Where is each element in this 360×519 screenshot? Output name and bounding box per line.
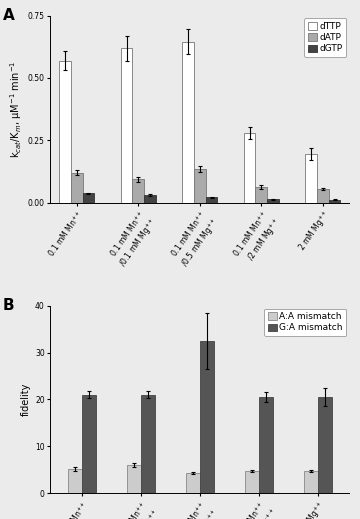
Bar [256, 187, 267, 203]
Bar [71, 173, 83, 203]
Y-axis label: k$_{cat}$/K$_{m}$, μM$^{-1}$ min$^{-1}$: k$_{cat}$/K$_{m}$, μM$^{-1}$ min$^{-1}$ [8, 60, 24, 158]
Bar [182, 42, 194, 203]
Bar [200, 341, 214, 493]
Bar [318, 397, 332, 493]
Text: A: A [3, 8, 14, 23]
Bar [144, 195, 156, 203]
Bar [304, 471, 318, 493]
Text: B: B [3, 298, 14, 313]
Bar [194, 169, 206, 203]
Bar [206, 197, 217, 203]
Bar [259, 397, 273, 493]
Y-axis label: fidelity: fidelity [21, 383, 31, 416]
Bar [244, 133, 256, 203]
Bar [245, 471, 259, 493]
Bar [141, 395, 155, 493]
Bar [127, 465, 141, 493]
Bar [305, 154, 317, 203]
Legend: dTTP, dATP, dGTP: dTTP, dATP, dGTP [305, 18, 346, 57]
Legend: A:A mismatch, G:A mismatch: A:A mismatch, G:A mismatch [264, 308, 346, 336]
Bar [132, 179, 144, 203]
Bar [317, 189, 329, 203]
Bar [329, 200, 341, 203]
Bar [68, 469, 82, 493]
Bar [83, 194, 94, 203]
Bar [267, 199, 279, 203]
Bar [82, 395, 95, 493]
Bar [59, 61, 71, 203]
Bar [121, 48, 132, 203]
Bar [186, 473, 200, 493]
